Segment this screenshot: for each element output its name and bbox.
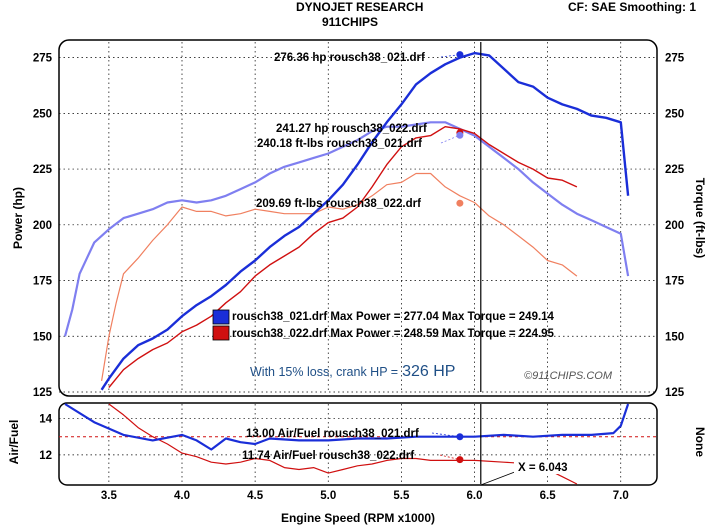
afr-tick-label: 14 (39, 414, 52, 426)
peak-hp-label-022: 241.27 hp rousch38_022.drf (276, 123, 427, 135)
x-tick-label: 6.5 (540, 490, 557, 502)
legend-entry-022: rousch38_022.drf Max Power = 248.59 Max … (232, 328, 555, 340)
torque-tick-label: 150 (665, 331, 684, 343)
peak-hp-marker-021-leader (440, 54, 460, 58)
company-title: DYNOJET RESEARCH (296, 0, 424, 14)
shop-title: 911CHIPS (322, 15, 379, 29)
crank-hp-value: 326 HP (402, 363, 455, 380)
torque-tick-label: 175 (665, 276, 685, 288)
power-tick-label: 275 (33, 53, 53, 65)
x-tick-label: 4.5 (247, 490, 264, 502)
peak-hp-marker-021 (456, 51, 464, 59)
cursor-readout: X = 6.043 (518, 462, 568, 474)
watermark: ©911CHIPS.COM (524, 370, 613, 382)
afr-marker-021-leader (431, 432, 460, 438)
main-plot-panel (58, 39, 658, 397)
afr-label-021: 13.00 Air/Fuel rousch38_021.drf (246, 428, 419, 440)
legend-entry-021: rousch38_021.drf Max Power = 277.04 Max … (232, 311, 555, 323)
y-axis-title-power: Power (hp) (11, 187, 25, 249)
afr-label-022: 11.74 Air/Fuel rousch38_022.drf (242, 450, 414, 462)
x-tick-label: 5.0 (320, 490, 336, 502)
x-tick-label: 3.5 (101, 490, 118, 502)
afr-line-022 (108, 403, 578, 485)
torque-line-021 (63, 121, 630, 337)
power-line-022 (108, 125, 578, 388)
power-line-021 (100, 51, 630, 391)
power-tick-label: 175 (33, 276, 53, 288)
power-tick-label: 225 (33, 164, 53, 176)
legend-swatch-022 (212, 325, 230, 341)
x-tick-label: 4.0 (174, 490, 190, 502)
afr-tick-label: 12 (39, 450, 52, 462)
afr-marker-022 (456, 456, 464, 464)
axis-ticks-group: 125 125 150 150 175 175 200 200 225 225 250 250 275 2… (33, 42, 685, 502)
cursor-readout-box (514, 460, 582, 474)
afr-plot-panel (58, 402, 658, 486)
torque-line-022 (101, 172, 578, 381)
cf-smoothing-label: CF: SAE Smoothing: 1 (568, 0, 696, 14)
torque-marker-021 (456, 131, 464, 139)
y-axis-title-torque: Torque (ft-lbs) (693, 178, 707, 258)
afr-series-group (64, 403, 630, 485)
legend-swatch-021 (212, 309, 230, 325)
torque-tick-label: 250 (665, 108, 684, 120)
power-tick-label: 125 (33, 387, 53, 399)
afr-grid (59, 404, 656, 484)
x-axis-title: Engine Speed (RPM x1000) (281, 511, 435, 525)
torque-tick-label: 225 (665, 164, 685, 176)
torque-tick-label: 275 (665, 53, 685, 65)
peak-hp-label-021: 276.36 hp rousch38_021.drf (274, 52, 425, 64)
crank-hp-note: With 15% loss, crank HP = 326 HP (250, 363, 455, 380)
torque-marker-022 (456, 199, 464, 207)
main-series-group (63, 51, 630, 391)
torque-label-021: 240.18 ft-lbs rousch38_021.drf (257, 138, 422, 150)
x-tick-label: 5.5 (393, 490, 410, 502)
power-tick-label: 200 (33, 220, 52, 232)
power-tick-label: 150 (33, 331, 52, 343)
afr-line-021 (64, 403, 630, 451)
torque-tick-label: 125 (665, 387, 685, 399)
torque-label-022: 209.69 ft-lbs rousch38_022.drf (256, 198, 421, 210)
cursor-readout-leader (480, 469, 521, 486)
torque-tick-label: 200 (665, 220, 684, 232)
x-tick-label: 6.0 (467, 490, 483, 502)
crank-hp-note-text: With 15% loss, crank HP = (250, 365, 398, 379)
y-axis-title-none: None (693, 427, 707, 457)
power-tick-label: 250 (33, 108, 52, 120)
afr-marker-021 (456, 433, 464, 441)
y-axis-title-airfuel: Air/Fuel (7, 420, 21, 465)
x-tick-label: 7.0 (613, 490, 629, 502)
